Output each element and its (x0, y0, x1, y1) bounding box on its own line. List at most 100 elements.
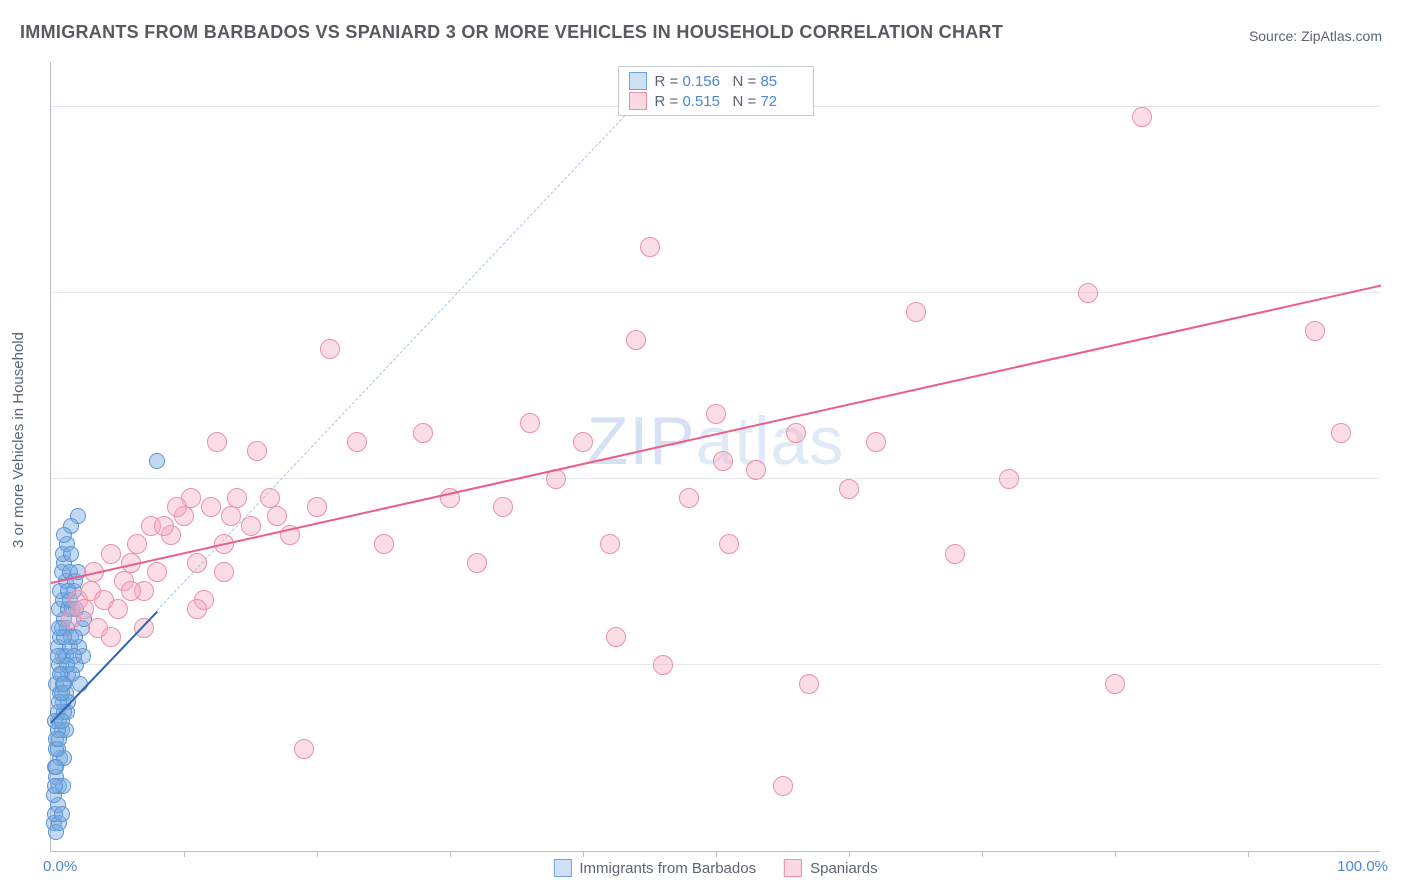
scatter-point-spaniards (247, 441, 267, 461)
scatter-point-barbados (54, 806, 70, 822)
scatter-point-spaniards (799, 674, 819, 694)
scatter-point-spaniards (600, 534, 620, 554)
gridline-h (51, 292, 1380, 293)
scatter-point-barbados (56, 527, 72, 543)
x-tick-mark (716, 851, 717, 857)
scatter-point-spaniards (374, 534, 394, 554)
y-tick-label: 80.0% (1384, 82, 1406, 99)
scatter-point-spaniards (467, 553, 487, 573)
scatter-point-spaniards (640, 237, 660, 257)
source-attribution: Source: ZipAtlas.com (1249, 28, 1382, 44)
n-label: N = 72 (733, 93, 803, 110)
series-legend: Immigrants from Barbados Spaniards (553, 859, 877, 877)
x-tick-max: 100.0% (1337, 858, 1388, 875)
gridline-h (51, 478, 1380, 479)
scatter-point-spaniards (227, 488, 247, 508)
scatter-point-spaniards (134, 618, 154, 638)
scatter-point-spaniards (713, 451, 733, 471)
correlation-legend: R = 0.156 N = 85 R = 0.515 N = 72 (618, 66, 814, 116)
trend-line (51, 285, 1381, 584)
x-tick-mark (184, 851, 185, 857)
legend-swatch (553, 859, 571, 877)
scatter-point-spaniards (786, 423, 806, 443)
legend-series-item: Spaniards (784, 859, 878, 877)
scatter-point-spaniards (719, 534, 739, 554)
scatter-plot-area: ZIPatlas R = 0.156N = 85R = 0.515N = 72 … (50, 62, 1380, 852)
r-label: R = 0.156 (655, 73, 725, 90)
legend-swatch (784, 859, 802, 877)
legend-stat-row: R = 0.156 N = 85 (629, 71, 803, 91)
scatter-point-spaniards (493, 497, 513, 517)
scatter-point-spaniards (606, 627, 626, 647)
trend-line (157, 90, 650, 611)
scatter-point-spaniards (1078, 283, 1098, 303)
scatter-point-spaniards (267, 506, 287, 526)
scatter-point-spaniards (147, 562, 167, 582)
x-tick-mark (982, 851, 983, 857)
legend-swatch (629, 92, 647, 110)
scatter-point-spaniards (154, 516, 174, 536)
scatter-point-spaniards (121, 581, 141, 601)
legend-series-label: Spaniards (810, 860, 878, 877)
scatter-point-spaniards (127, 534, 147, 554)
scatter-point-spaniards (187, 599, 207, 619)
scatter-point-spaniards (1331, 423, 1351, 443)
scatter-point-spaniards (201, 497, 221, 517)
scatter-point-barbados (47, 778, 63, 794)
scatter-point-spaniards (74, 599, 94, 619)
scatter-point-barbados (55, 676, 71, 692)
r-label: R = 0.515 (655, 93, 725, 110)
scatter-point-spaniards (626, 330, 646, 350)
scatter-point-spaniards (746, 460, 766, 480)
scatter-point-spaniards (679, 488, 699, 508)
scatter-point-spaniards (773, 776, 793, 796)
scatter-point-spaniards (1105, 674, 1125, 694)
x-tick-mark (450, 851, 451, 857)
scatter-point-spaniards (999, 469, 1019, 489)
scatter-point-spaniards (573, 432, 593, 452)
x-tick-mark (1248, 851, 1249, 857)
scatter-point-spaniards (214, 562, 234, 582)
chart-title: IMMIGRANTS FROM BARBADOS VS SPANIARD 3 O… (20, 22, 1003, 43)
scatter-point-spaniards (706, 404, 726, 424)
legend-swatch (629, 72, 647, 90)
y-tick-label: 40.0% (1384, 454, 1406, 471)
n-label: N = 85 (733, 73, 803, 90)
y-tick-label: 60.0% (1384, 268, 1406, 285)
x-tick-min: 0.0% (43, 858, 77, 875)
x-tick-mark (317, 851, 318, 857)
scatter-point-spaniards (839, 479, 859, 499)
scatter-point-barbados (48, 759, 64, 775)
legend-series-label: Immigrants from Barbados (579, 860, 756, 877)
scatter-point-spaniards (101, 544, 121, 564)
scatter-point-spaniards (906, 302, 926, 322)
y-tick-label: 20.0% (1384, 640, 1406, 657)
scatter-point-spaniards (866, 432, 886, 452)
legend-series-item: Immigrants from Barbados (553, 859, 756, 877)
scatter-point-barbados (51, 731, 67, 747)
x-tick-mark (849, 851, 850, 857)
legend-stat-row: R = 0.515 N = 72 (629, 91, 803, 111)
scatter-point-barbados (149, 453, 165, 469)
scatter-point-spaniards (187, 553, 207, 573)
scatter-point-spaniards (520, 413, 540, 433)
scatter-point-spaniards (945, 544, 965, 564)
scatter-point-spaniards (294, 739, 314, 759)
scatter-point-spaniards (413, 423, 433, 443)
scatter-point-spaniards (320, 339, 340, 359)
scatter-point-spaniards (167, 497, 187, 517)
scatter-point-spaniards (207, 432, 227, 452)
y-axis-title: 3 or more Vehicles in Household (10, 332, 27, 548)
scatter-point-spaniards (307, 497, 327, 517)
scatter-point-spaniards (347, 432, 367, 452)
scatter-point-barbados (63, 546, 79, 562)
x-tick-mark (583, 851, 584, 857)
scatter-point-spaniards (1305, 321, 1325, 341)
scatter-point-barbados (50, 648, 66, 664)
x-tick-mark (1115, 851, 1116, 857)
scatter-point-spaniards (653, 655, 673, 675)
scatter-point-spaniards (101, 627, 121, 647)
scatter-point-spaniards (108, 599, 128, 619)
scatter-point-spaniards (1132, 107, 1152, 127)
gridline-h (51, 664, 1380, 665)
